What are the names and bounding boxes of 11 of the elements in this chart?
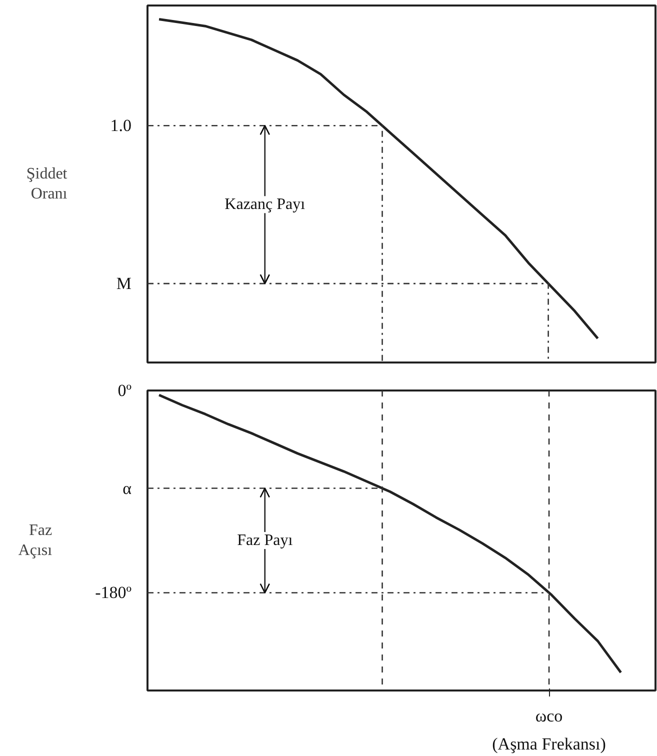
y-tick-label: α [122,478,132,498]
y-tick-label: 0º [118,381,132,400]
annotation: Kazanç Payı [224,196,306,214]
y-axis-title: Şiddet Oranı [26,165,68,203]
text: M [116,274,132,294]
annotation: Faz Payı [237,532,294,549]
text: ωco [535,706,563,726]
y-axis-title: Faz Açısı [18,522,53,560]
text: (Aşma Frekansı) [492,734,606,754]
text: 1.0 [110,116,132,136]
y-tick-label: -180º [95,583,132,602]
